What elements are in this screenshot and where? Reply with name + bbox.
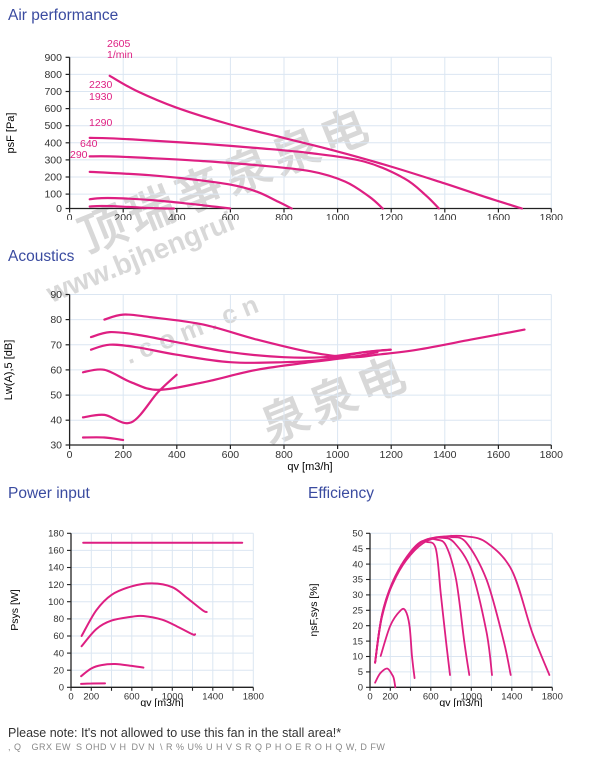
svg-text:1/min: 1/min [107,49,133,61]
svg-text:1400: 1400 [433,449,457,461]
svg-text:10: 10 [352,652,363,663]
svg-text:40: 40 [53,648,64,659]
svg-text:800: 800 [275,212,293,220]
svg-text:0: 0 [67,449,73,461]
svg-text:0: 0 [67,212,73,220]
svg-text:200: 200 [114,212,132,220]
svg-text:600: 600 [222,449,240,461]
svg-text:1200: 1200 [380,449,404,461]
svg-text:80: 80 [53,614,64,625]
svg-text:1000: 1000 [326,212,350,220]
svg-text:qv [m3/h]: qv [m3/h] [287,461,332,473]
svg-text:1200: 1200 [380,212,404,220]
svg-text:40: 40 [352,559,363,570]
svg-text:1800: 1800 [540,449,564,461]
svg-text:90: 90 [50,289,62,301]
svg-text:1400: 1400 [501,691,522,702]
svg-text:600: 600 [124,691,140,702]
svg-text:1400: 1400 [202,691,223,702]
svg-text:35: 35 [352,575,363,586]
svg-text:30: 30 [352,590,363,601]
svg-text:180: 180 [48,529,64,540]
svg-text:80: 80 [50,314,62,326]
svg-text:900: 900 [44,52,62,64]
svg-text:1600: 1600 [487,212,511,220]
svg-text:1290: 1290 [89,117,113,129]
svg-text:40: 40 [50,415,62,427]
svg-text:0: 0 [59,683,64,694]
svg-text:500: 500 [44,120,62,132]
svg-text:20: 20 [53,665,64,676]
svg-text:160: 160 [48,546,64,557]
svg-text:400: 400 [168,449,186,461]
svg-text:100: 100 [48,597,64,608]
svg-text:100: 100 [44,189,62,201]
svg-text:600: 600 [222,212,240,220]
svg-text:200: 200 [382,691,398,702]
svg-text:Psys [W]: Psys [W] [9,589,21,630]
svg-text:1930: 1930 [89,91,113,103]
svg-text:30: 30 [50,440,62,452]
svg-text:25: 25 [352,606,363,617]
svg-text:0: 0 [367,691,372,702]
svg-text:290: 290 [70,149,88,161]
svg-text:0: 0 [56,203,62,215]
svg-text:60: 60 [53,631,64,642]
svg-text:300: 300 [44,154,62,166]
svg-text:0: 0 [68,691,73,702]
svg-text:400: 400 [44,137,62,149]
svg-text:800: 800 [275,449,293,461]
svg-text:Lw(A),5 [dB]: Lw(A),5 [dB] [3,340,15,401]
svg-text:45: 45 [352,544,363,555]
svg-text:140: 140 [48,563,64,574]
svg-text:50: 50 [50,390,62,402]
svg-text:20: 20 [352,621,363,632]
svg-text:1600: 1600 [487,449,511,461]
svg-text:50: 50 [352,529,363,540]
svg-text:psF [Pa]: psF [Pa] [5,113,17,154]
svg-text:800: 800 [44,69,62,81]
svg-text:600: 600 [423,691,439,702]
svg-text:1800: 1800 [243,691,264,702]
svg-text:700: 700 [44,86,62,98]
svg-text:0: 0 [358,683,363,694]
svg-text:1400: 1400 [433,212,457,220]
svg-text:2230: 2230 [89,79,113,91]
svg-text:200: 200 [83,691,99,702]
svg-text:400: 400 [168,212,186,220]
svg-text:120: 120 [48,580,64,591]
svg-text:1800: 1800 [542,691,563,702]
svg-text:1800: 1800 [540,212,564,220]
svg-text:ηsF,sys [%]: ηsF,sys [%] [308,583,320,636]
svg-text:60: 60 [50,364,62,376]
svg-text:600: 600 [44,103,62,115]
svg-text:qv [m3/h]: qv [m3/h] [140,697,183,707]
svg-text:70: 70 [50,339,62,351]
svg-text:15: 15 [352,636,363,647]
svg-text:200: 200 [114,449,132,461]
svg-text:1000: 1000 [326,449,350,461]
svg-text:qv [m3/h]: qv [m3/h] [439,697,482,707]
svg-text:5: 5 [358,667,363,678]
svg-text:200: 200 [44,172,62,184]
